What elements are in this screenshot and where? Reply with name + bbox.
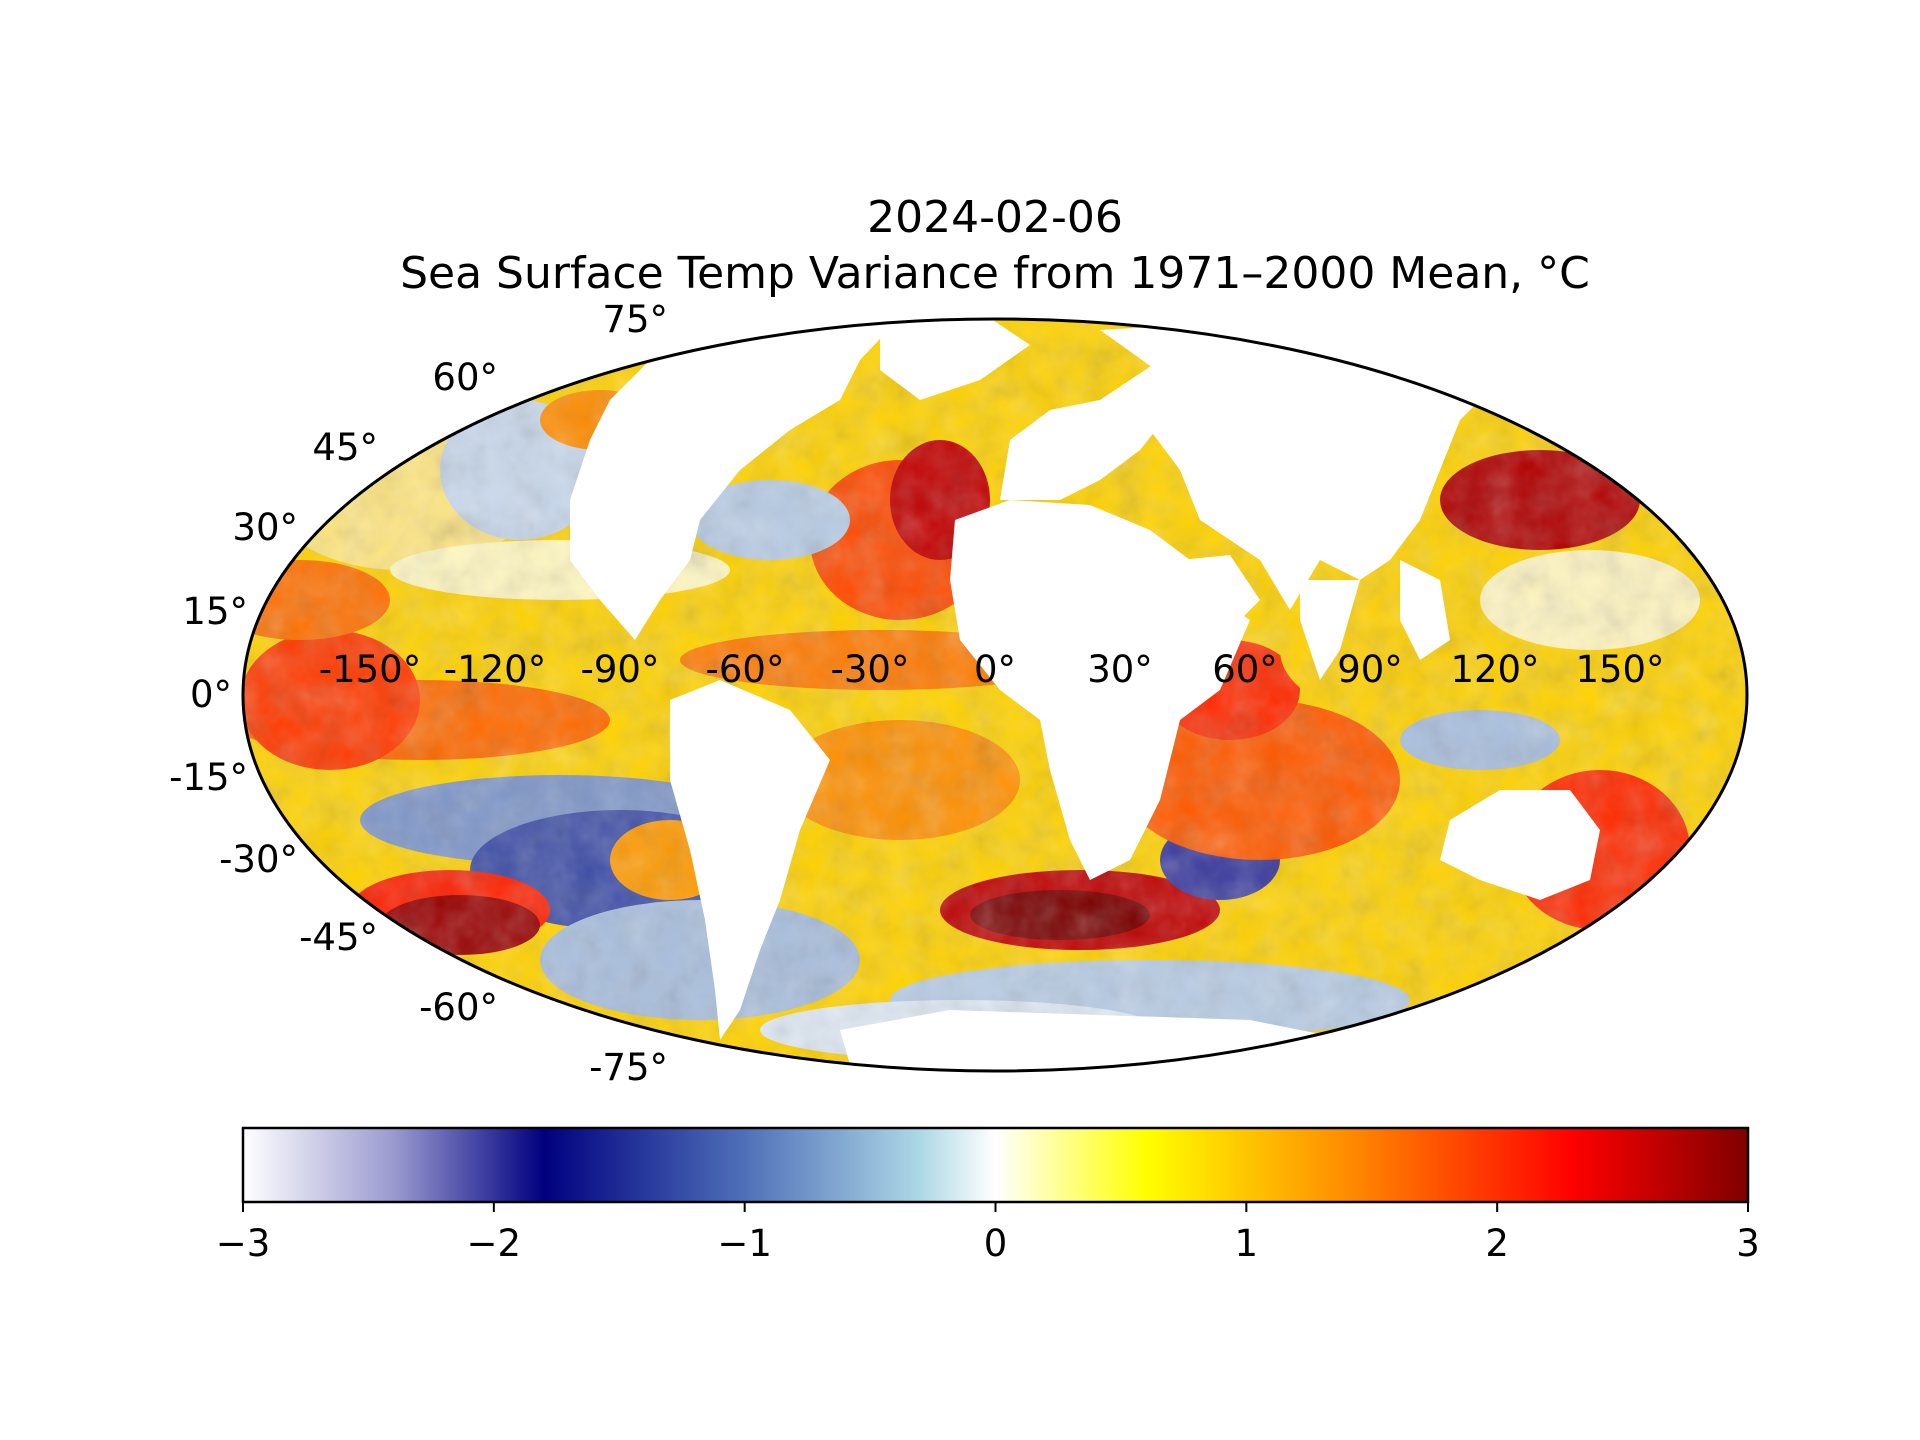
title-date: 2024-02-06: [867, 192, 1123, 243]
title-description: Sea Surface Temp Variance from 1971–2000…: [400, 248, 1590, 299]
south-america: [670, 680, 830, 1040]
globe: [243, 319, 1747, 1071]
asia: [1100, 319, 1500, 610]
lat-label-45: 45°: [312, 426, 378, 469]
europe: [1000, 360, 1180, 500]
lon-label-minus150: -150°: [319, 648, 421, 691]
colorbar-tick-label: −1: [717, 1222, 772, 1265]
lat-label-minus30: -30°: [219, 838, 298, 881]
longitude-labels: -150° -120° -90° -60° -30° 0° 30° 60° 90…: [319, 648, 1665, 691]
globe-outline: [241, 317, 1749, 1073]
lon-label-150: 150°: [1575, 648, 1664, 691]
lon-label-120: 120°: [1450, 648, 1539, 691]
colorbar-bar: [241, 1126, 1750, 1204]
colorbar-tick-label: 1: [1235, 1222, 1259, 1265]
lon-label-minus120: -120°: [444, 648, 546, 691]
colorbar-ticks: −3 −2 −1 0 1 2 3: [216, 1202, 1760, 1265]
lat-label-0: 0°: [190, 673, 232, 716]
colorbar-tick-label: 0: [984, 1222, 1008, 1265]
colorbar: −3 −2 −1 0 1 2 3: [216, 1126, 1760, 1265]
lon-label-90: 90°: [1337, 648, 1403, 691]
colorbar-tick-label: −2: [467, 1222, 522, 1265]
lon-label-minus30: -30°: [831, 648, 910, 691]
latitude-labels: 75° 60° 45° 30° 15° 0° -15° -30° -45° -6…: [169, 298, 668, 1089]
lon-label-0: 0°: [974, 648, 1016, 691]
lon-label-minus90: -90°: [581, 648, 660, 691]
greenland: [880, 319, 1030, 400]
australia: [1440, 790, 1600, 900]
africa: [950, 500, 1250, 880]
arabian-peninsula: [1180, 555, 1260, 630]
southeast-asia: [1400, 560, 1450, 660]
colorbar-tick-label: 2: [1485, 1222, 1509, 1265]
lat-label-minus15: -15°: [169, 756, 248, 799]
map-title: 2024-02-06 Sea Surface Temp Variance fro…: [0, 190, 1920, 302]
lat-label-30: 30°: [232, 506, 298, 549]
india: [1300, 580, 1360, 680]
lon-label-60: 60°: [1212, 648, 1278, 691]
texture-overlay: [243, 319, 1747, 1071]
colorbar-tick-label: −3: [216, 1222, 271, 1265]
lat-label-minus75: -75°: [589, 1046, 668, 1089]
colorbar-tick-label: 3: [1736, 1222, 1760, 1265]
lon-label-minus60: -60°: [706, 648, 785, 691]
lat-label-minus45: -45°: [299, 916, 378, 959]
lon-label-30: 30°: [1087, 648, 1153, 691]
lat-label-60: 60°: [432, 356, 498, 399]
north-america: [570, 319, 900, 640]
landmasses: [570, 319, 1600, 1071]
lat-label-minus60: -60°: [419, 986, 498, 1029]
lat-label-75: 75°: [602, 298, 668, 341]
lat-label-15: 15°: [182, 590, 248, 633]
